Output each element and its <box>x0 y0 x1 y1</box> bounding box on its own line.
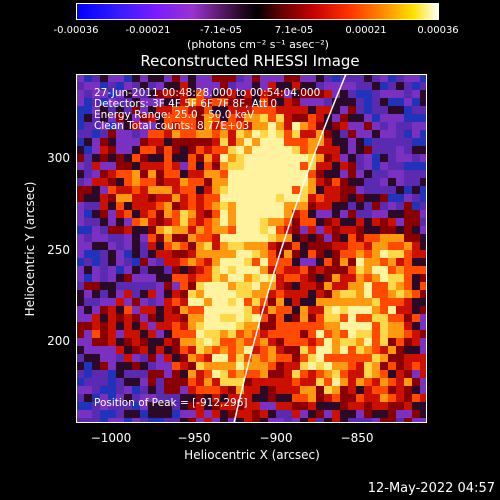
colorbar-units: (photons cm⁻² s⁻¹ asec⁻²) <box>187 38 329 51</box>
colorbar <box>76 3 439 20</box>
colorbar-tick: 0.00036 <box>417 25 459 36</box>
info-time-range: 27-Jun-2011 00:48:28.000 to 00:54:04.000 <box>94 87 321 99</box>
info-detectors: Detectors: 3F 4F 5F 6F 7F 8F, Att 0 <box>94 98 278 110</box>
colorbar-tick: -7.1e-05 <box>200 25 242 36</box>
colorbar-tick: -0.00036 <box>53 25 99 36</box>
y-tick-label: 300 <box>47 151 70 165</box>
plot-frame <box>76 74 427 423</box>
info-total-counts: Clean Total counts: 8.77E+03 <box>94 120 250 132</box>
image-title: Reconstructed RHESSI Image <box>140 52 360 70</box>
timestamp: 12-May-2022 04:57 <box>367 481 495 496</box>
info-energy-range: Energy Range: 25.0 - 50.0 keV <box>94 109 255 121</box>
solar-limb-line <box>233 74 347 423</box>
colorbar-tick: 7.1e-05 <box>274 25 314 36</box>
rhessi-image <box>76 74 427 423</box>
image-cells <box>76 74 427 423</box>
x-tick-label: −950 <box>177 431 211 445</box>
x-axis-label: Heliocentric X (arcsec) <box>184 448 320 462</box>
info-peak-position: Position of Peak = [-912,296] <box>94 397 248 409</box>
x-tick-label: −1000 <box>90 431 132 445</box>
y-axis-label: Heliocentric Y (arcsec) <box>23 181 37 317</box>
x-tick-label: −900 <box>259 431 293 445</box>
colorbar-tick: -0.00021 <box>125 25 171 36</box>
x-tick-label: −850 <box>340 431 374 445</box>
colorbar-tick: 0.00021 <box>345 25 387 36</box>
y-tick-label: 250 <box>47 243 70 257</box>
y-tick-label: 200 <box>47 334 70 348</box>
